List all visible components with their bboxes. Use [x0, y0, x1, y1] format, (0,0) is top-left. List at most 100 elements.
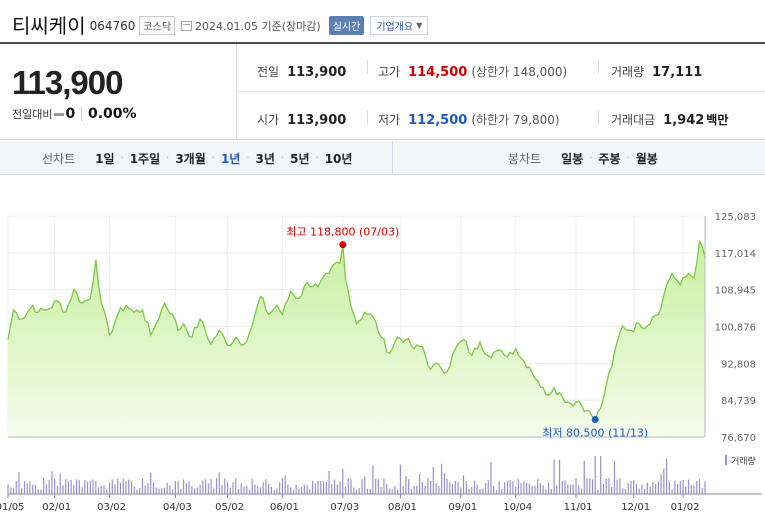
volume-bar: [476, 484, 478, 494]
volume-bar: [558, 459, 561, 494]
price-chart: 125,083 117,014 108,945 100,876 92,808 84,739…: [0, 212, 762, 513]
volume-bar: [226, 482, 229, 494]
volume-bar: [265, 479, 267, 494]
volume-bar: [665, 458, 668, 494]
volume-bar: [183, 479, 185, 494]
volume-bar: [298, 488, 300, 494]
volume-bar: [679, 481, 681, 494]
volume-bar: [424, 485, 426, 494]
volume-bar: [172, 489, 174, 494]
volume-bar: [166, 482, 168, 494]
y-tick-label: 117,014: [715, 249, 756, 260]
volume-bar: [572, 484, 574, 494]
volume-bar: [537, 479, 539, 494]
volume-bar: [152, 482, 155, 494]
y-tick-label: 92,808: [721, 359, 756, 370]
volume-bar: [416, 485, 418, 494]
volume-bar: [122, 478, 124, 494]
volume-bar: [698, 479, 701, 494]
volume-bar: [240, 483, 242, 494]
volume-bar: [388, 488, 391, 494]
volume-bar: [128, 479, 130, 494]
volume-bar: [446, 478, 448, 494]
volume-bar: [163, 487, 166, 494]
volume-bar: [18, 472, 20, 494]
volume-bar: [141, 478, 144, 494]
candle-period-button-1[interactable]: 주봉: [598, 152, 621, 166]
company-info-dropdown[interactable]: 기업개요 ▼: [370, 16, 429, 35]
volume-bar: [550, 488, 552, 494]
volume-bar: [7, 484, 9, 494]
x-tick-label: 03/02: [97, 502, 126, 513]
period-button-4[interactable]: 3년: [255, 152, 275, 166]
volume-bar: [257, 485, 259, 494]
volume-bar: [59, 473, 61, 494]
volume-bar: [339, 481, 341, 494]
volume-bar: [15, 480, 17, 494]
period-button-6[interactable]: 10년: [324, 152, 353, 166]
volume-bar: [106, 489, 108, 494]
volume-bar: [685, 486, 687, 494]
volume-bar: [498, 481, 500, 494]
candle-period-button-2[interactable]: 월봉: [635, 152, 658, 166]
period-button-5[interactable]: 5년: [290, 152, 310, 166]
prev-close: 전일 113,900: [257, 63, 346, 80]
volume-bar: [32, 484, 34, 494]
volume-bar: [229, 487, 231, 494]
volume-bar: [114, 484, 116, 494]
volume-bar: [213, 488, 215, 494]
volume-bar: [248, 489, 251, 494]
volume-bar: [235, 478, 237, 494]
volume-bar: [660, 474, 662, 494]
period-button-0[interactable]: 1일: [95, 152, 115, 166]
max-label: 최고 118,800 (07/03): [286, 226, 399, 239]
base-date: 2024.01.05 기준(장마감): [195, 20, 321, 33]
lower-limit: (하한가 79,800): [471, 113, 560, 127]
realtime-button[interactable]: 실시간: [328, 16, 365, 35]
volume-bar: [394, 486, 396, 494]
x-tick-label: 04/03: [163, 502, 192, 513]
period-button-3[interactable]: 1년: [220, 152, 241, 166]
volume-bar: [484, 483, 487, 494]
volume-bar: [336, 484, 338, 494]
volume-bar: [144, 485, 146, 494]
volume-bar: [515, 486, 517, 494]
volume-bar: [386, 484, 388, 494]
volume-bar: [421, 482, 423, 494]
volume-bar: [290, 487, 292, 494]
high-label: 고가: [378, 65, 401, 79]
volume-bar: [619, 478, 621, 494]
volume-bar: [583, 460, 585, 494]
current-price: 113,900: [12, 64, 123, 101]
volume-bar: [676, 484, 679, 494]
volume-legend-label: 거래량: [731, 455, 756, 467]
chart-toolbar: 선차트 1일 · 1주일 · 3개월 · 1년 · 3년 · 5년 · 10년 봉차트 일봉 · 주봉 · 월봉: [0, 141, 765, 175]
volume-bar: [578, 485, 580, 494]
volume-bar: [605, 478, 607, 494]
volume-bar: [479, 488, 481, 494]
y-tick-label: 125,083: [715, 212, 756, 223]
candle-period-button-0[interactable]: 일봉: [561, 152, 584, 166]
volume-bar: [174, 481, 176, 494]
volume-bar: [97, 487, 100, 494]
volume-bar: [328, 470, 330, 494]
volume-bar: [268, 483, 270, 494]
y-tick-label: 76,670: [721, 433, 756, 444]
volume-bar: [380, 487, 382, 494]
candle-chart-periods: 봉차트 일봉 · 주봉 · 월봉: [508, 150, 664, 167]
volume-bar: [180, 488, 182, 494]
period-button-2[interactable]: 3개월: [175, 152, 206, 166]
volume-bar: [520, 483, 522, 494]
x-tick-label: 06/01: [270, 502, 299, 513]
volume-bar: [270, 486, 273, 494]
volume-bar: [372, 465, 374, 494]
volume-bar: [701, 488, 703, 494]
period-button-1[interactable]: 1주일: [129, 152, 161, 166]
volume-bar: [254, 484, 256, 494]
volume-bar: [369, 489, 371, 494]
x-tick-label: 10/04: [503, 502, 532, 513]
volume-bar: [704, 481, 706, 494]
stock-header: 티씨케이 064760 코스닥 2024.01.05 기준(장마감) 실시간 기…: [12, 6, 429, 42]
volume-bar: [501, 488, 503, 494]
volume-bar: [468, 489, 470, 494]
